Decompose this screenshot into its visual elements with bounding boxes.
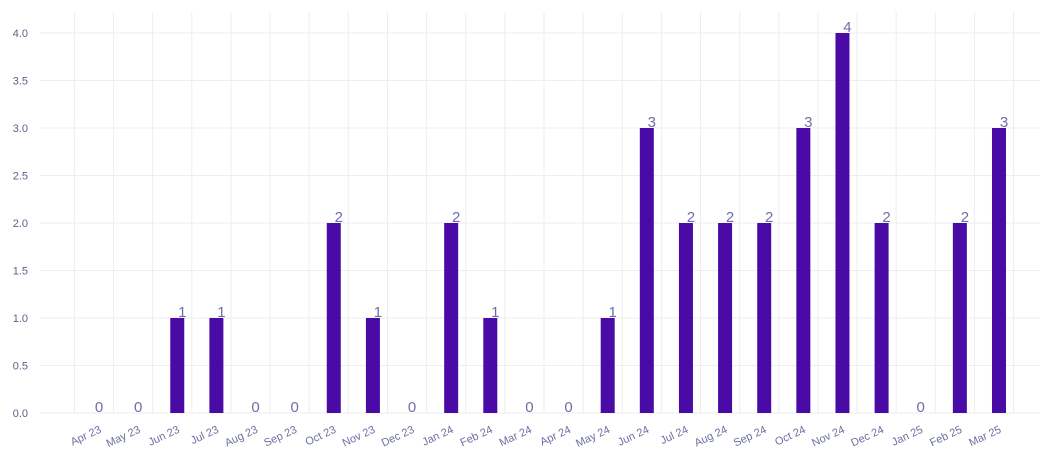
x-tick-label: Mar 25 <box>967 424 1003 449</box>
bar-value-label: 0 <box>564 399 572 416</box>
x-tick-label: Jul 24 <box>659 424 691 447</box>
bar-value-label: 1 <box>178 304 186 321</box>
bar-value-label: 0 <box>95 399 103 416</box>
bar-value-label: 0 <box>251 399 259 416</box>
y-tick-label: 3.0 <box>13 123 28 135</box>
bar-value-label: 0 <box>408 399 416 416</box>
value-labels: 0 0 1 1 0 0 2 1 0 2 1 0 0 1 3 2 2 2 3 4 2 0 2 3 <box>95 19 1008 416</box>
bar-value-label: 0 <box>917 399 925 416</box>
x-tick-label: May 23 <box>105 424 143 450</box>
x-tick-label: Jun 23 <box>147 424 182 449</box>
x-tick-label: Jul 23 <box>189 424 221 447</box>
bar[interactable] <box>600 318 615 413</box>
bar-value-label: 0 <box>525 399 533 416</box>
x-tick-label: Sep 23 <box>262 424 299 450</box>
bar-value-label: 2 <box>335 209 343 226</box>
x-tick-label: Dec 23 <box>380 424 417 450</box>
bar-value-label: 2 <box>765 209 773 226</box>
y-tick-label: 0.0 <box>13 408 28 420</box>
bar-value-label: 0 <box>290 399 298 416</box>
bar-value-label: 2 <box>726 209 734 226</box>
bar[interactable] <box>952 223 967 413</box>
bar-value-label: 3 <box>648 114 656 131</box>
x-tick-label: Sep 24 <box>732 424 769 450</box>
bar[interactable] <box>639 128 654 413</box>
x-tick-label: Aug 23 <box>223 424 260 450</box>
bar-value-label: 0 <box>134 399 142 416</box>
bar-value-label: 2 <box>882 209 890 226</box>
bar[interactable] <box>365 318 380 413</box>
bar[interactable] <box>444 223 459 413</box>
grid-layer <box>40 12 1040 414</box>
bar[interactable] <box>874 223 889 413</box>
y-tick-label: 1.0 <box>13 313 28 325</box>
x-tick-label: Oct 23 <box>304 424 338 449</box>
bar-value-label: 3 <box>804 114 812 131</box>
bar[interactable] <box>678 223 693 413</box>
bar-value-label: 2 <box>452 209 460 226</box>
x-tick-label: Feb 25 <box>928 424 964 449</box>
bar-value-label: 3 <box>1000 114 1008 131</box>
x-tick-label: Dec 24 <box>849 424 886 450</box>
x-tick-label: Apr 23 <box>69 424 103 449</box>
bar[interactable] <box>757 223 772 413</box>
bar-value-label: 2 <box>687 209 695 226</box>
x-axis: Apr 23 May 23 Jun 23 Jul 23 Aug 23 Sep 23 Oct … <box>69 424 1003 450</box>
bar-value-label: 2 <box>961 209 969 226</box>
bar-value-label: 1 <box>217 304 225 321</box>
bar[interactable] <box>718 223 733 413</box>
bar-value-label: 4 <box>843 19 851 36</box>
x-tick-label: Jun 24 <box>616 424 651 449</box>
bar-value-label: 1 <box>609 304 617 321</box>
x-tick-label: Oct 24 <box>773 424 807 449</box>
y-tick-label: 2.5 <box>13 171 28 183</box>
x-tick-label: Nov 23 <box>341 424 378 450</box>
bar[interactable] <box>835 33 850 413</box>
bar[interactable] <box>326 223 341 413</box>
y-tick-label: 0.5 <box>13 361 28 373</box>
bar[interactable] <box>170 318 185 413</box>
bar[interactable] <box>209 318 224 413</box>
y-tick-label: 2.0 <box>13 218 28 230</box>
bar-value-label: 1 <box>374 304 382 321</box>
x-tick-label: Aug 24 <box>693 424 730 450</box>
bar[interactable] <box>483 318 498 413</box>
x-tick-label: Apr 24 <box>538 424 572 449</box>
y-tick-label: 4.0 <box>13 28 28 40</box>
y-tick-label: 1.5 <box>13 266 28 278</box>
x-tick-label: Jan 25 <box>890 424 925 449</box>
x-tick-label: Mar 24 <box>498 424 534 449</box>
x-tick-label: Feb 24 <box>458 424 494 449</box>
bars-layer <box>170 33 1006 413</box>
y-axis: 0.0 0.5 1.0 1.5 2.0 2.5 3.0 3.5 4.0 <box>13 28 28 420</box>
y-tick-label: 3.5 <box>13 76 28 88</box>
x-tick-label: Nov 24 <box>810 424 847 450</box>
x-tick-label: Jan 24 <box>420 424 455 449</box>
bar[interactable] <box>991 128 1006 413</box>
x-tick-label: May 24 <box>574 424 612 450</box>
bar[interactable] <box>796 128 811 413</box>
bar-value-label: 1 <box>491 304 499 321</box>
